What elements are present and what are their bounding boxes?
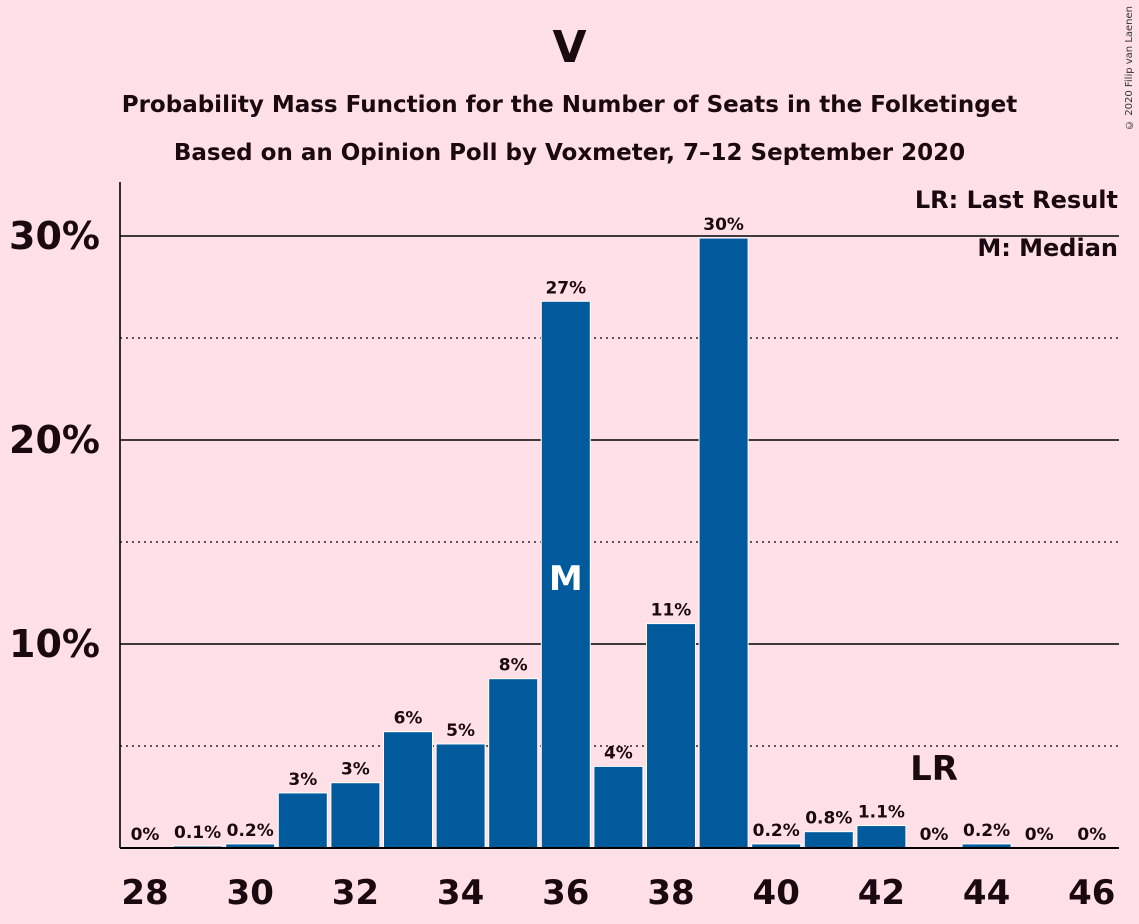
y-tick-label: 20%	[9, 418, 100, 462]
bar	[435, 743, 486, 849]
x-tick-label: 36	[542, 873, 589, 913]
x-tick-label: 28	[121, 873, 168, 913]
chart-subtitle-line-2: Based on an Opinion Poll by Voxmeter, 7–…	[173, 140, 966, 166]
last-result-marker: LR	[910, 749, 958, 789]
x-tick-label: 32	[332, 873, 379, 913]
bar-label: 8%	[499, 656, 528, 676]
bar-label: 0.8%	[805, 809, 852, 829]
bar-label: 0.2%	[753, 821, 800, 841]
bar-label: 0%	[1077, 825, 1106, 845]
bar	[803, 831, 854, 849]
bar	[383, 731, 433, 849]
bar-label: 0.1%	[174, 823, 221, 843]
bar	[330, 782, 381, 849]
x-tick-label: 46	[1068, 873, 1115, 913]
bar-label: 27%	[545, 278, 586, 298]
bar	[856, 825, 907, 849]
bar-label: 3%	[341, 760, 370, 780]
x-tick-label: 38	[647, 873, 694, 913]
bar	[540, 300, 591, 849]
bar-label: 0%	[920, 825, 949, 845]
legend-median: M: Median	[977, 234, 1118, 262]
y-tick-label: 30%	[9, 214, 100, 258]
bar	[593, 765, 644, 849]
bar-label: 0.2%	[227, 821, 274, 841]
bar-label: 0.2%	[963, 821, 1010, 841]
bar-label: 4%	[604, 743, 633, 763]
bar	[698, 237, 749, 849]
x-tick-label: 42	[858, 873, 905, 913]
x-tick-label: 40	[753, 873, 800, 913]
x-tick-label: 34	[437, 873, 484, 913]
bar-label: 0%	[131, 825, 160, 845]
bar	[646, 623, 696, 849]
bar-label-background	[699, 211, 748, 236]
bar	[488, 678, 539, 849]
chart-subtitle-line-1: Probability Mass Function for the Number…	[121, 92, 1018, 118]
bar-label: 3%	[288, 770, 317, 790]
bar	[277, 792, 328, 849]
median-marker: M	[549, 559, 583, 599]
bar-label: 6%	[394, 709, 423, 729]
bar-label: 5%	[446, 721, 475, 741]
bar-label: 0%	[1025, 825, 1054, 845]
y-tick-label: 10%	[9, 622, 100, 666]
bar-label: 30%	[703, 215, 744, 235]
bar-label: 1.1%	[858, 803, 905, 823]
bar-label: 11%	[651, 601, 692, 621]
legend-last-result: LR: Last Result	[914, 186, 1118, 214]
chart-title: V	[552, 22, 587, 73]
x-tick-label: 30	[227, 873, 274, 913]
x-tick-label: 44	[963, 873, 1010, 913]
